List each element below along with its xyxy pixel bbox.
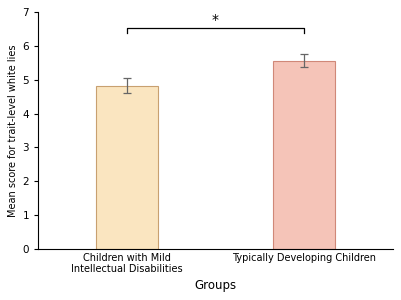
X-axis label: Groups: Groups — [194, 279, 237, 292]
Y-axis label: Mean score for trait-level white lies: Mean score for trait-level white lies — [8, 44, 18, 217]
Bar — [96, 85, 158, 249]
Bar — [273, 61, 335, 249]
Text: *: * — [212, 13, 219, 27]
